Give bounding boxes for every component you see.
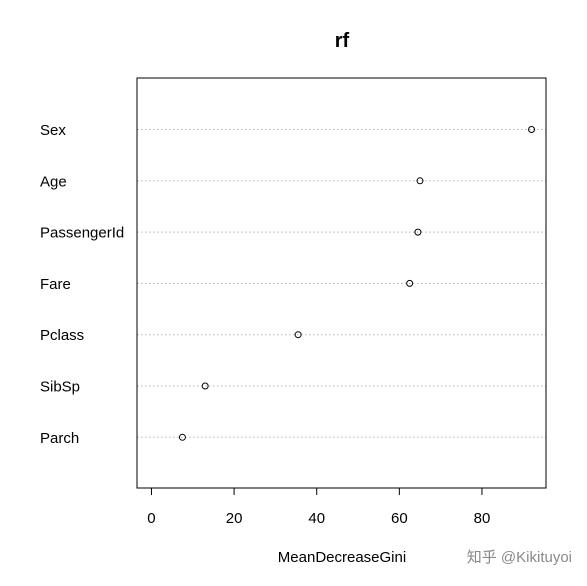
data-points [178, 126, 536, 441]
x-tick-label: 80 [474, 510, 491, 527]
category-label: Fare [40, 276, 71, 293]
x-axis-label: MeanDecreaseGini [278, 549, 406, 566]
gridlines [137, 129, 546, 438]
watermark: 知乎 @Kikituyoi [467, 549, 572, 566]
data-point [414, 228, 422, 236]
data-point [201, 382, 209, 390]
x-tick-label: 0 [147, 510, 155, 527]
data-point [528, 126, 536, 133]
category-labels: Sex Age PassengerId Fare Pclass SibSp Parch [40, 122, 124, 447]
category-label: SibSp [40, 379, 80, 396]
category-label: Age [40, 173, 67, 190]
x-axis: 0 20 40 60 80 [147, 487, 491, 527]
plot-frame [136, 77, 547, 489]
category-label: Sex [40, 122, 66, 139]
category-label: Pclass [40, 327, 84, 344]
x-tick-label: 40 [308, 510, 325, 527]
data-point [406, 279, 414, 287]
x-tick-label: 60 [391, 510, 408, 527]
category-label: PassengerId [40, 225, 124, 242]
chart-title: rf [335, 30, 350, 52]
data-point [416, 177, 424, 185]
data-point [178, 433, 186, 441]
data-point [294, 331, 302, 339]
category-label: Parch [40, 430, 79, 447]
x-tick-label: 20 [226, 510, 243, 527]
